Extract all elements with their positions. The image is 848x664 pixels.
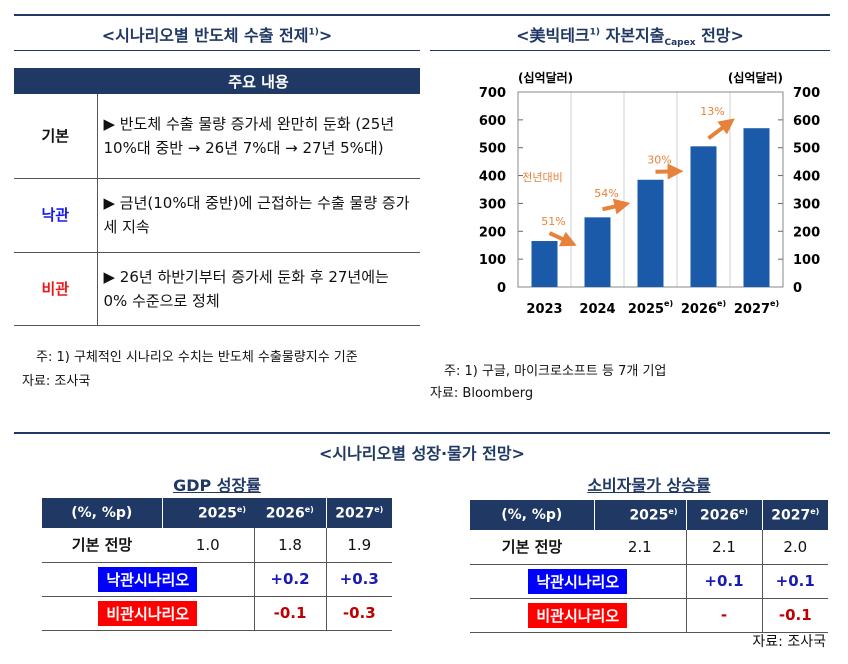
- y-tick-left: 500: [479, 142, 506, 157]
- y-tick-right: 500: [793, 142, 820, 157]
- scenario-table: 주요 내용 기본 ▶ 반도체 수출 물량 증가세 완만히 둔화 (25년 10%대…: [14, 68, 420, 326]
- base-label: 기본 전망: [42, 528, 162, 563]
- x-tick-label: 2027e): [734, 299, 779, 317]
- left-note: 주: 1) 구체적인 시나리오 수치는 반도체 수출물량지수 기준: [36, 350, 358, 365]
- year-header: 2026e): [686, 500, 763, 530]
- cell: -: [686, 598, 763, 633]
- cpi-table: (%, %p) 2025e) 2026e) 2027e) 기본 전망 2.1 2.1…: [470, 500, 828, 633]
- opt-cell: 낙관시나리오: [470, 564, 687, 599]
- base-label: 기본 전망: [470, 530, 594, 565]
- y-tick-right: 700: [793, 86, 820, 101]
- optimistic-label: 낙관시나리오: [98, 566, 198, 592]
- optimistic-label: 낙관시나리오: [528, 568, 628, 594]
- cell: -0.1: [762, 598, 828, 633]
- left-panel-title: <시나리오별 반도체 수출 전제1)>: [101, 26, 333, 45]
- cell: +0.2: [254, 562, 327, 597]
- bottom-source: 자료: 조사국: [752, 634, 826, 650]
- y-tick-left: 400: [479, 170, 506, 185]
- y-tick-right: 300: [793, 197, 820, 212]
- row-label-base: 기본: [14, 94, 98, 179]
- row-label-pessimistic: 비관: [14, 252, 98, 326]
- right-note: 주: 1) 구글, 마이크로소프트 등 7개 기업: [444, 364, 667, 379]
- growth-label: 13%: [700, 105, 724, 118]
- y-tick-left: 200: [479, 225, 506, 240]
- header-main-content: 주요 내용: [97, 68, 420, 94]
- x-tick-label: 2025e): [628, 299, 673, 317]
- row-text-optimistic: ▶ 금년(10%대 중반)에 근접하는 수출 물량 증가세 지속: [97, 178, 420, 253]
- bar: [690, 146, 717, 287]
- x-tick-label: 2024: [579, 302, 615, 317]
- y-tick-left: 600: [479, 114, 506, 129]
- left-title-rule: [14, 50, 420, 51]
- cell: 1.0: [162, 528, 255, 563]
- growth-arrow: [602, 198, 631, 215]
- y-tick-left: 300: [479, 197, 506, 212]
- cell: -0.3: [326, 596, 392, 631]
- year-header: 2027e): [326, 498, 392, 528]
- cpi-title: 소비자물가 상승률: [587, 476, 711, 495]
- unit: (%, %p): [470, 500, 595, 530]
- year-header: 2027e): [762, 500, 828, 530]
- row-text-base: ▶ 반도체 수출 물량 증가세 완만히 둔화 (25년 10%대 중반 → 26…: [97, 94, 420, 179]
- cell: 2.0: [762, 530, 828, 565]
- left-source: 자료: 조사국: [22, 374, 91, 389]
- growth-label: 30%: [647, 153, 671, 166]
- y-label-left: (십억달러): [518, 70, 573, 85]
- pessimistic-label: 비관시나리오: [528, 602, 628, 628]
- growth-label: 54%: [594, 187, 618, 200]
- bottom-rule: [14, 432, 830, 434]
- gdp-title: GDP 성장률: [173, 476, 261, 495]
- cell: +0.1: [686, 564, 763, 599]
- top-rule: [14, 14, 830, 16]
- y-tick-right: 0: [793, 281, 802, 296]
- cell: 1.8: [254, 528, 327, 563]
- y-tick-right: 200: [793, 225, 820, 240]
- bar: [531, 241, 558, 287]
- y-tick-right: 100: [793, 253, 820, 268]
- header-blank: [14, 68, 97, 94]
- y-tick-right: 400: [793, 170, 820, 185]
- growth-arrow: [707, 118, 735, 140]
- year-header: 2026e): [254, 498, 327, 528]
- right-title-rule: [430, 50, 830, 51]
- y-label-right: (십억달러): [728, 70, 783, 85]
- cell: +0.1: [762, 564, 828, 599]
- pes-cell: 비관시나리오: [42, 596, 255, 631]
- x-tick-label: 2023: [526, 302, 562, 317]
- growth-label: 51%: [541, 215, 565, 228]
- row-text-pessimistic: ▶ 26년 하반기부터 증가세 둔화 후 27년에는 0% 수준으로 정체: [97, 252, 420, 326]
- cell: 2.1: [594, 530, 687, 565]
- unit: (%, %p): [42, 498, 163, 528]
- cell: +0.3: [326, 562, 392, 597]
- y-tick-right: 600: [793, 114, 820, 129]
- bar: [637, 179, 664, 287]
- pes-cell: 비관시나리오: [470, 598, 687, 633]
- bottom-title: <시나리오별 성장·물가 전망>: [319, 444, 525, 463]
- right-panel-title: <美빅테크1) 자본지출Capex 전망>: [516, 26, 744, 49]
- y-tick-left: 0: [497, 281, 506, 296]
- cell: 1.9: [326, 528, 392, 563]
- y-tick-left: 100: [479, 253, 506, 268]
- y-tick-left: 700: [479, 86, 506, 101]
- year-header: 2025e): [162, 498, 254, 528]
- growth-arrow: [548, 231, 577, 247]
- growth-caption: 전년대비: [522, 171, 562, 184]
- gdp-table: (%, %p) 2025e) 2026e) 2027e) 기본 전망 1.0 1.8…: [42, 498, 392, 631]
- right-source: 자료: Bloomberg: [430, 386, 534, 401]
- opt-cell: 낙관시나리오: [42, 562, 255, 597]
- cell: -0.1: [254, 596, 327, 631]
- row-label-optimistic: 낙관: [14, 178, 98, 253]
- pessimistic-label: 비관시나리오: [98, 600, 198, 626]
- bar: [743, 128, 770, 287]
- x-tick-label: 2026e): [681, 299, 726, 317]
- capex-bar-chart: 0 0 100 100 200 200 300 300 400 400 500 500 600 600 70…: [479, 70, 820, 317]
- year-header: 2025e): [594, 500, 687, 530]
- cell: 2.1: [686, 530, 763, 565]
- bar: [584, 217, 611, 287]
